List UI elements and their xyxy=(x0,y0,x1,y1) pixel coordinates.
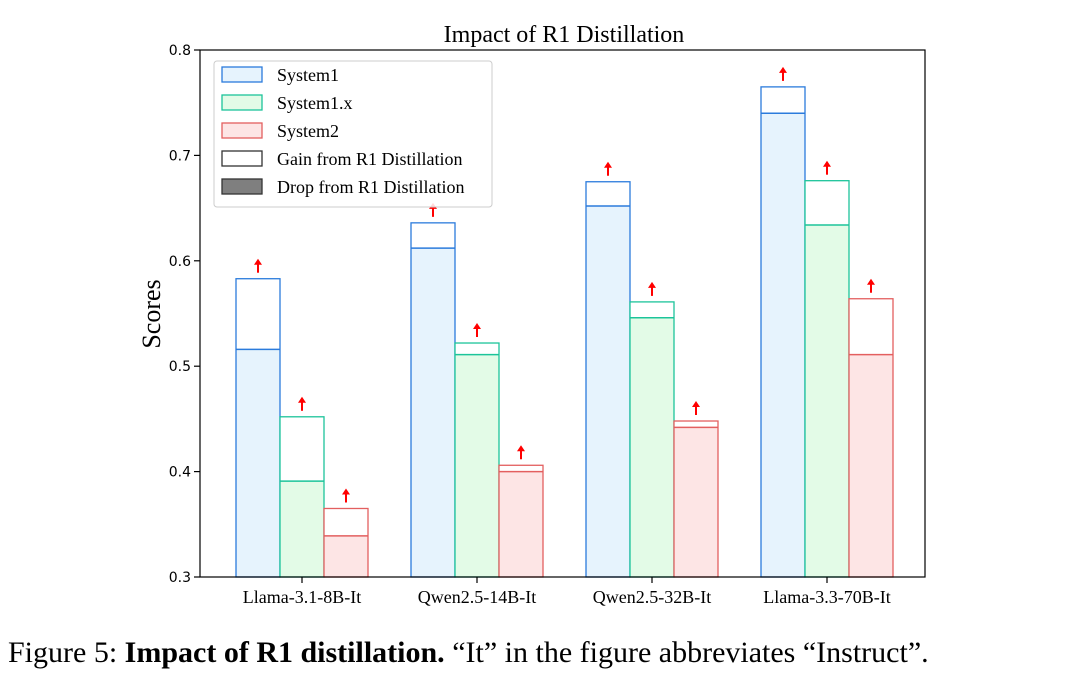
y-tick-label: 0.4 xyxy=(169,465,191,481)
bar-system1-x-llama-3-3-70b-it xyxy=(804,180,850,578)
bar-gain-segment xyxy=(630,301,674,318)
arrow-head xyxy=(823,160,831,167)
bar-base-fill xyxy=(674,427,718,577)
legend-entry-gain-from-r1-distillation: Gain from R1 Distillation xyxy=(221,149,462,169)
legend-swatch xyxy=(221,122,263,139)
arrow-head xyxy=(779,66,787,73)
y-tick-label: 0.8 xyxy=(169,43,191,59)
legend-swatch xyxy=(221,94,263,111)
gain-arrow xyxy=(604,161,612,176)
gain-arrow xyxy=(867,278,875,293)
gain-arrow xyxy=(473,323,481,338)
legend-label: System1 xyxy=(277,65,339,85)
bar-base-fill xyxy=(849,354,893,577)
arrow-head xyxy=(254,258,262,265)
bar-gain-segment xyxy=(411,222,455,249)
chart-title: Impact of R1 Distillation xyxy=(444,22,685,48)
bar-system1-x-qwen2-5-14b-it xyxy=(454,342,500,578)
gain-arrow xyxy=(823,160,831,175)
bars-layer xyxy=(235,86,894,578)
legend-box xyxy=(213,60,493,208)
bar-system1-qwen2-5-14b-it xyxy=(410,222,456,578)
y-tick-label: 0.3 xyxy=(169,570,191,586)
y-tick-label: 0.5 xyxy=(169,359,191,375)
legend-label: System2 xyxy=(277,121,339,141)
x-tick-label: Llama-3.1-8B-It xyxy=(243,587,361,607)
x-axis: Llama-3.1-8B-It Qwen2.5-14B-It Qwen2.5-32B… xyxy=(243,577,891,607)
arrow-head xyxy=(517,445,525,452)
bar-gain-segment xyxy=(324,508,368,536)
arrow-head xyxy=(867,278,875,285)
arrow-head xyxy=(692,401,700,408)
bar-gain-segment xyxy=(849,298,893,355)
y-tick-label: 0.6 xyxy=(169,254,191,270)
bar-system1-llama-3-1-8b-it xyxy=(235,278,281,578)
bar-system2-llama-3-1-8b-it xyxy=(323,507,369,578)
gain-arrow xyxy=(254,258,262,273)
caption-rest: “It” in the figure abbreviates “Instruct… xyxy=(444,636,929,669)
gain-arrow xyxy=(342,488,350,503)
bar-base-fill xyxy=(324,535,368,577)
arrow-head xyxy=(342,488,350,495)
gain-arrow xyxy=(648,281,656,296)
bar-system2-qwen2-5-32b-it xyxy=(673,420,719,578)
bar-gain-segment xyxy=(805,180,849,225)
gain-arrow xyxy=(692,401,700,416)
legend-swatch xyxy=(221,150,263,167)
bar-gain-segment xyxy=(280,416,324,482)
bar-system2-qwen2-5-14b-it xyxy=(498,464,544,578)
legend-entry-drop-from-r1-distillation: Drop from R1 Distillation xyxy=(221,177,465,197)
bar-system1-x-llama-3-1-8b-it xyxy=(279,416,325,578)
legend-label: Gain from R1 Distillation xyxy=(277,149,462,169)
x-tick-label: Qwen2.5-32B-It xyxy=(593,587,711,607)
legend-swatch xyxy=(221,66,263,83)
y-axis: 0.3 0.4 0.5 0.6 0.7 0.8 xyxy=(169,43,200,586)
caption-prefix: Figure 5: xyxy=(8,636,125,669)
y-axis-label: Scores xyxy=(137,279,166,348)
bar-base-fill xyxy=(586,205,630,577)
bar-system1-x-qwen2-5-32b-it xyxy=(629,301,675,578)
bar-base-fill xyxy=(630,317,674,577)
bar-system2-llama-3-3-70b-it xyxy=(848,298,894,578)
plot-frame xyxy=(199,49,926,578)
legend-label: System1.x xyxy=(277,93,353,113)
bar-base-fill xyxy=(411,248,455,578)
legend-label: Drop from R1 Distillation xyxy=(277,177,465,197)
bar-base-fill xyxy=(280,481,324,577)
caption-bold: Impact of R1 distillation. xyxy=(124,636,445,669)
arrow-head xyxy=(648,281,656,288)
bar-system1-qwen2-5-32b-it xyxy=(585,181,631,578)
bar-system1-llama-3-3-70b-it xyxy=(760,86,806,578)
bar-base-fill xyxy=(761,113,805,578)
bar-base-fill xyxy=(236,349,280,577)
bar-base-fill xyxy=(499,471,543,577)
bar-gain-segment xyxy=(455,343,499,355)
legend-entry-system2: System2 xyxy=(221,121,339,141)
legend: System1 System1.x System2 Gain from R1 Dist… xyxy=(213,60,493,208)
bar-gain-segment xyxy=(236,278,280,350)
bar-gain-segment xyxy=(674,421,718,428)
chart: 0.3 0.4 0.5 0.6 0.7 0.8 Llama-3.1-8B-It Qwen2.… xyxy=(137,22,926,607)
bar-gain-segment xyxy=(499,465,543,472)
figure-caption: Figure 5: Impact of R1 distillation. “It… xyxy=(8,636,1068,670)
x-tick-label: Qwen2.5-14B-It xyxy=(418,587,536,607)
legend-swatch xyxy=(221,178,263,195)
arrow-head xyxy=(473,323,481,330)
gain-arrow xyxy=(298,396,306,411)
x-tick-label: Llama-3.3-70B-It xyxy=(763,587,890,607)
arrow-head xyxy=(298,396,306,403)
bar-gain-segment xyxy=(586,181,630,206)
arrow-head xyxy=(604,161,612,168)
gain-arrow xyxy=(517,445,525,460)
bar-base-fill xyxy=(805,224,849,578)
bar-gain-segment xyxy=(761,86,805,114)
legend-entry-system1: System1 xyxy=(221,65,339,85)
bar-base-fill xyxy=(455,354,499,577)
legend-entry-system1-x: System1.x xyxy=(221,93,353,113)
gain-arrow xyxy=(779,66,787,81)
y-tick-label: 0.7 xyxy=(169,148,191,164)
